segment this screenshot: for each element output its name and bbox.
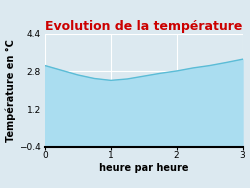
Y-axis label: Température en °C: Température en °C xyxy=(6,39,16,142)
X-axis label: heure par heure: heure par heure xyxy=(99,163,188,173)
Title: Evolution de la température: Evolution de la température xyxy=(45,20,242,33)
